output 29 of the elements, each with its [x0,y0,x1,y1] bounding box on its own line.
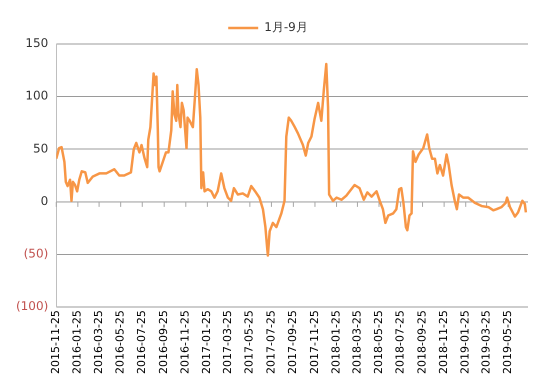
x-tick-label: 2018-09-25 [415,310,428,374]
x-tick-label: 2019-01-25 [458,310,472,374]
x-tick-label: 2017-11-25 [308,310,321,374]
x-tick-label: 2016-03-25 [92,310,105,374]
y-tick-label: (100) [16,299,48,314]
x-tick-label: 2017-01-25 [200,310,214,374]
y-tick-label: 150 [25,36,48,50]
x-tick-label: 2016-05-25 [114,310,127,374]
x-tick-label: 2018-05-25 [372,310,385,374]
y-tick-label: 100 [25,88,48,103]
x-tick-label: 2016-07-25 [135,310,148,374]
x-tick-label: 2016-01-25 [70,310,84,374]
y-tick-label: 0 [40,194,48,208]
y-tick-label: 50 [32,141,48,156]
x-tick-label: 2016-09-25 [157,310,170,374]
x-tick-label: 2018-07-25 [393,310,406,374]
x-tick-label: 2018-03-25 [350,310,364,374]
x-tick-label: 2015-11-25 [49,310,62,374]
x-tick-label: 2017-09-25 [286,310,300,374]
x-tick-label: 2018-11-25 [436,310,450,374]
y-tick-label: (50) [24,246,48,261]
x-tick-label: 2018-01-25 [329,310,342,374]
x-tick-label: 2017-07-25 [264,310,278,374]
x-tick-label: 2019-03-25 [479,310,492,374]
x-tick-label: 2016-11-25 [178,310,192,374]
x-tick-label: 2019-05-25 [501,310,514,374]
x-tick-label: 2017-05-25 [242,310,256,374]
x-tick-label: 2017-03-25 [221,310,234,374]
legend-label: 1月-9月 [264,20,308,34]
